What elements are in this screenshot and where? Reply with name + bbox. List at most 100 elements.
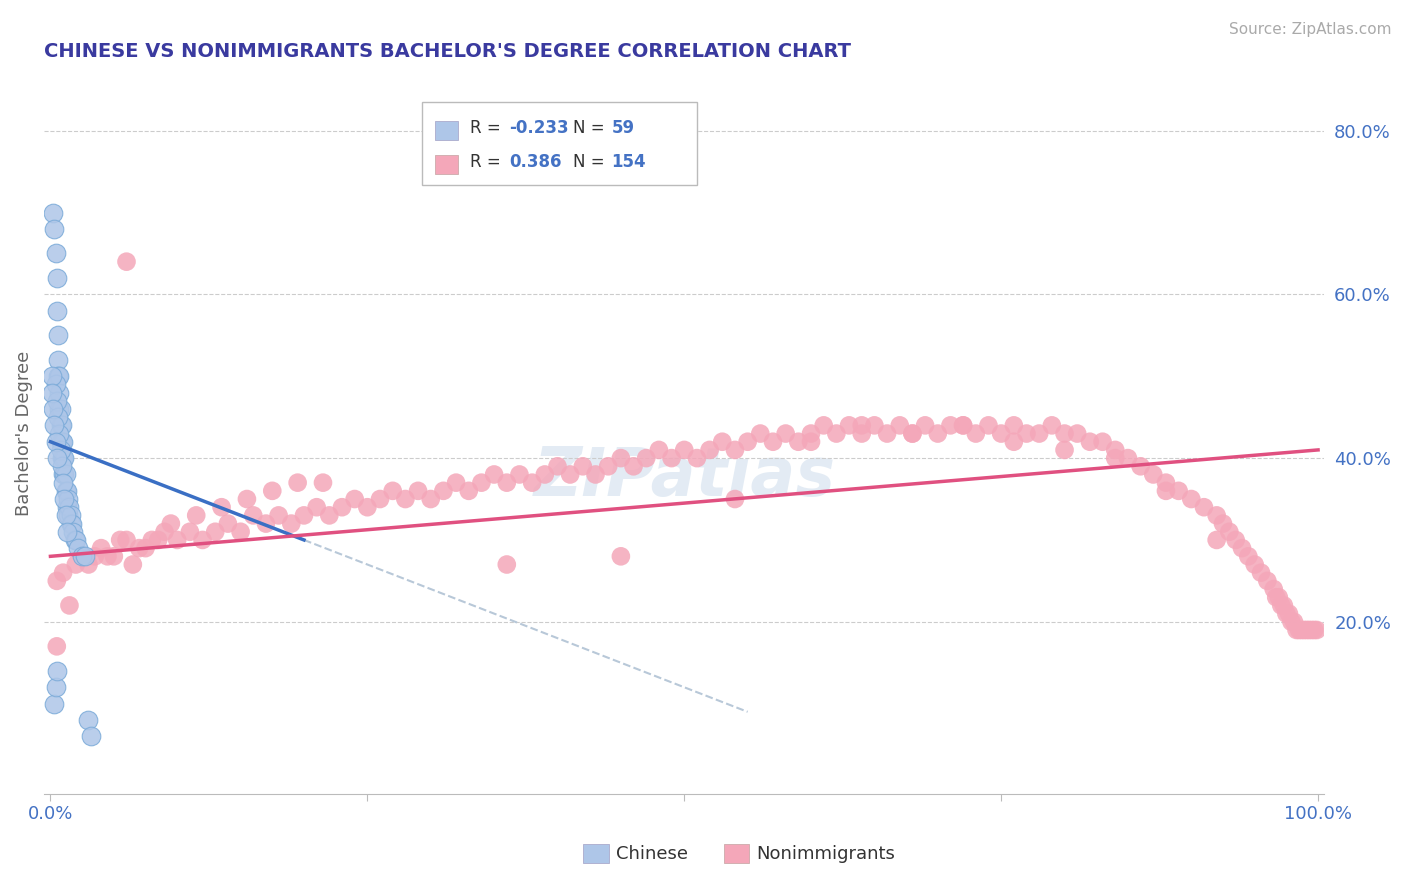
Point [495,558,517,572]
Point [432,483,454,498]
Point [560,467,582,482]
Point [52,566,75,580]
Point [686,451,709,466]
Point [1270,599,1292,613]
Point [51,418,73,433]
Text: Source: ZipAtlas.com: Source: ZipAtlas.com [1229,22,1392,37]
Point [63,533,86,547]
Point [51,451,73,466]
Text: CHINESE VS NONIMMIGRANTS BACHELOR'S DEGREE CORRELATION CHART: CHINESE VS NONIMMIGRANTS BACHELOR'S DEGR… [44,42,851,61]
Point [108,533,131,547]
Point [1301,623,1323,637]
Point [70,549,93,564]
Point [977,418,1000,433]
Point [1028,426,1050,441]
Point [41,369,63,384]
Point [45,451,67,466]
Point [287,475,309,490]
Point [673,442,696,457]
Point [394,491,416,506]
Point [661,451,683,466]
Point [141,533,163,547]
Point [55,467,77,482]
Point [368,491,391,506]
Point [1225,533,1247,547]
Point [927,426,949,441]
Point [305,500,328,515]
Point [444,475,467,490]
Point [52,451,75,466]
Point [49,402,72,417]
Point [699,442,721,457]
Point [825,426,848,441]
Point [1263,582,1285,596]
Point [356,500,378,515]
Point [1288,623,1310,637]
Point [952,418,974,433]
Point [813,418,835,433]
Point [128,541,150,556]
Point [77,558,100,572]
Point [533,467,555,482]
Point [1205,533,1227,547]
Point [46,369,69,384]
Point [236,491,259,506]
Point [851,418,873,433]
Text: -0.233: -0.233 [509,120,568,137]
Point [914,418,936,433]
Point [58,500,80,515]
Point [45,393,67,408]
Point [610,549,633,564]
Point [1104,451,1126,466]
Point [1294,623,1316,637]
Point [292,508,315,523]
Point [572,459,595,474]
Point [58,491,80,506]
Point [267,508,290,523]
Point [45,574,67,588]
Point [520,475,543,490]
Point [1278,607,1301,621]
Point [103,549,125,564]
Point [254,516,277,531]
Text: 154: 154 [612,153,645,171]
Point [1180,491,1202,506]
Point [83,549,105,564]
Point [56,524,79,539]
Point [800,426,823,441]
Point [1154,475,1177,490]
Point [59,508,82,523]
Point [44,222,66,236]
Point [406,483,429,498]
Point [724,442,747,457]
Y-axis label: Bachelor's Degree: Bachelor's Degree [15,351,32,516]
Point [41,385,63,400]
Point [56,500,79,515]
Point [280,516,302,531]
Point [44,246,66,260]
Point [115,254,138,268]
Point [1281,615,1303,629]
Point [330,500,353,515]
Point [863,418,886,433]
Point [46,352,69,367]
Point [482,467,505,482]
Point [229,524,252,539]
Point [1053,442,1076,457]
Point [191,533,214,547]
Point [65,533,87,547]
Point [598,459,620,474]
Point [44,697,66,711]
Point [1129,459,1152,474]
Point [724,491,747,506]
Point [508,467,530,482]
Point [52,467,75,482]
Point [1275,607,1298,621]
Point [44,418,66,433]
Point [952,418,974,433]
Point [51,459,73,474]
Point [787,434,810,449]
Point [585,467,607,482]
Point [1091,434,1114,449]
Point [1002,418,1025,433]
